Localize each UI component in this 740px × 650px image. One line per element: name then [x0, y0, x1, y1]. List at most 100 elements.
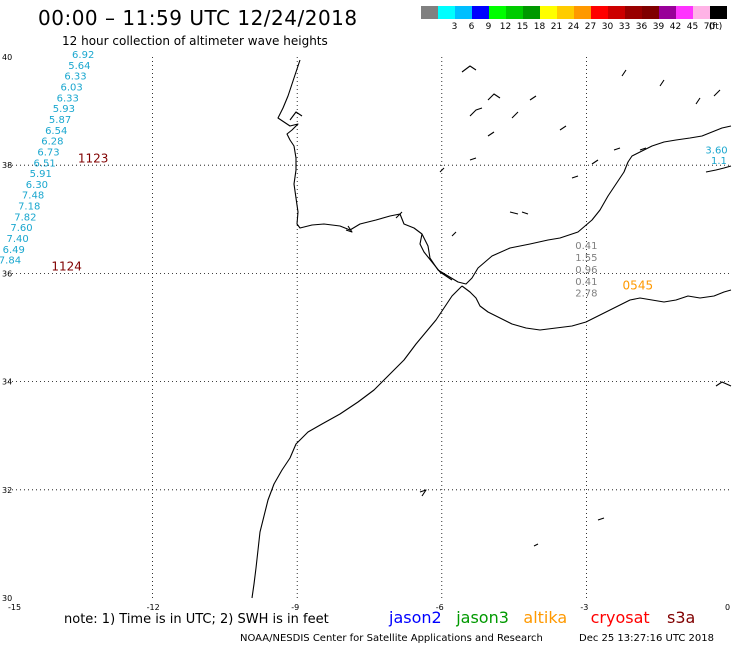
- swh-value-label: 6.49: [3, 245, 25, 256]
- swh-value-label: 0.96: [575, 265, 597, 276]
- coastline-segment: [639, 147, 647, 151]
- coastline-segment: [659, 79, 665, 87]
- color-scale-label: 70: [703, 22, 716, 32]
- coastline-segment: [533, 543, 539, 547]
- swh-value-label: 3.60: [705, 145, 727, 156]
- lon-tick-label: -9: [291, 603, 299, 612]
- lat-tick-label: 30: [2, 594, 12, 603]
- generated-timestamp: Dec 25 13:27:16 UTC 2018: [579, 633, 714, 644]
- swh-value-label: 2.78: [575, 289, 597, 300]
- color-scale-unit: (ft): [708, 22, 723, 32]
- swh-value-label: 1.1: [711, 156, 727, 167]
- coastline-segment: [705, 165, 732, 173]
- color-scale-label: 39: [652, 22, 665, 32]
- coastline-segment: [487, 93, 501, 101]
- color-scale-label: 33: [618, 22, 631, 32]
- coastline-segment: [621, 69, 627, 77]
- color-swatch: [506, 6, 523, 19]
- coastline-segment: [345, 225, 353, 233]
- map-title: 00:00 – 11:59 UTC 12/24/2018: [38, 6, 358, 30]
- footer-note: note: 1) Time is in UTC; 2) SWH is in fe…: [64, 612, 329, 627]
- coastline-segment: [419, 233, 453, 281]
- credit-text: NOAA/NESDIS Center for Satellite Applica…: [240, 633, 543, 644]
- pass-time-label: 0545: [623, 279, 654, 293]
- color-scale-label: 36: [635, 22, 648, 32]
- swh-value-label: 6.33: [64, 72, 86, 83]
- swh-value-label: 7.60: [10, 223, 32, 234]
- altimeter-tracks: 6.925.646.336.036.335.935.876.546.286.73…: [0, 50, 728, 300]
- satellite-name: altika: [523, 608, 568, 627]
- color-swatch: [591, 6, 608, 19]
- color-swatch: [540, 6, 557, 19]
- satellite-name: cryosat: [590, 608, 650, 627]
- color-swatch: [421, 6, 438, 19]
- graticule: [8, 57, 731, 598]
- swh-value-label: 6.73: [37, 147, 59, 158]
- color-scale-label: 12: [499, 22, 512, 32]
- color-swatch: [489, 6, 506, 19]
- color-scale-label: 6: [468, 22, 475, 32]
- coastline-segment: [439, 167, 445, 173]
- swh-value-label: 6.03: [60, 83, 82, 94]
- coastline-segment: [511, 111, 519, 119]
- color-swatch: [625, 6, 642, 19]
- lon-tick-label: -3: [580, 603, 588, 612]
- swh-value-label: 7.82: [14, 212, 36, 223]
- coastline-segment: [451, 231, 457, 237]
- color-scale-label: 9: [485, 22, 492, 32]
- coastline-segment: [613, 147, 621, 151]
- color-swatch: [574, 6, 591, 19]
- coastline-segment: [461, 285, 732, 331]
- satellite-name: jason3: [456, 608, 509, 627]
- coastline-segment: [419, 489, 427, 497]
- color-scale-label: 45: [686, 22, 699, 32]
- swh-value-label: 6.28: [41, 137, 63, 148]
- coastline-segment: [571, 175, 579, 179]
- coastline-segment: [461, 65, 477, 73]
- color-swatch: [710, 6, 727, 19]
- swh-value-label: 0.41: [575, 241, 597, 252]
- lon-tick-label: 0: [725, 603, 730, 612]
- swh-value-label: 1.55: [575, 253, 597, 264]
- color-scale-label: 21: [550, 22, 563, 32]
- coastline-segment: [715, 381, 732, 387]
- swh-value-label: 7.40: [7, 234, 29, 245]
- swh-value-label: 7.18: [18, 202, 40, 213]
- coastline-segment: [521, 211, 529, 215]
- axis-labels: 40 38 36 34 32 30-15 -12 -9 -6 -3 0: [2, 53, 730, 612]
- swh-value-label: 7.48: [22, 191, 44, 202]
- lon-tick-label: -12: [147, 603, 160, 612]
- color-scale-label: 3: [451, 22, 458, 32]
- coastline-segment: [487, 131, 495, 137]
- color-swatch: [608, 6, 625, 19]
- lon-tick-label: -6: [436, 603, 444, 612]
- color-swatch: [472, 6, 489, 19]
- coastline-segment: [395, 211, 403, 219]
- satellite-name: s3a: [667, 608, 696, 627]
- lat-tick-label: 40: [2, 53, 12, 62]
- color-scale-label: 15: [516, 22, 529, 32]
- color-swatch: [676, 6, 693, 19]
- coastline-segment: [289, 111, 303, 121]
- pass-time-label: 1124: [51, 260, 82, 274]
- coastline-segment: [695, 97, 701, 105]
- swh-value-label: 5.87: [49, 115, 71, 126]
- map-subtitle: 12 hour collection of altimeter wave hei…: [62, 34, 328, 48]
- color-scale-label: 27: [584, 22, 597, 32]
- lat-tick-label: 38: [2, 161, 12, 170]
- color-scale-label: 42: [669, 22, 682, 32]
- color-swatch: [438, 6, 455, 19]
- coastline-segment: [713, 89, 721, 97]
- coastline-segment: [251, 285, 463, 599]
- lat-tick-label: 32: [2, 486, 12, 495]
- swh-value-label: 6.33: [57, 93, 79, 104]
- coastline-segment: [529, 95, 537, 101]
- swh-value-label: 6.92: [72, 50, 94, 61]
- satellite-name: jason2: [389, 608, 442, 627]
- coastline-segment: [559, 125, 567, 131]
- color-swatch: [659, 6, 676, 19]
- swh-value-label: 5.93: [53, 104, 75, 115]
- coastline-segment: [597, 517, 605, 521]
- swh-value-label: 0.41: [575, 277, 597, 288]
